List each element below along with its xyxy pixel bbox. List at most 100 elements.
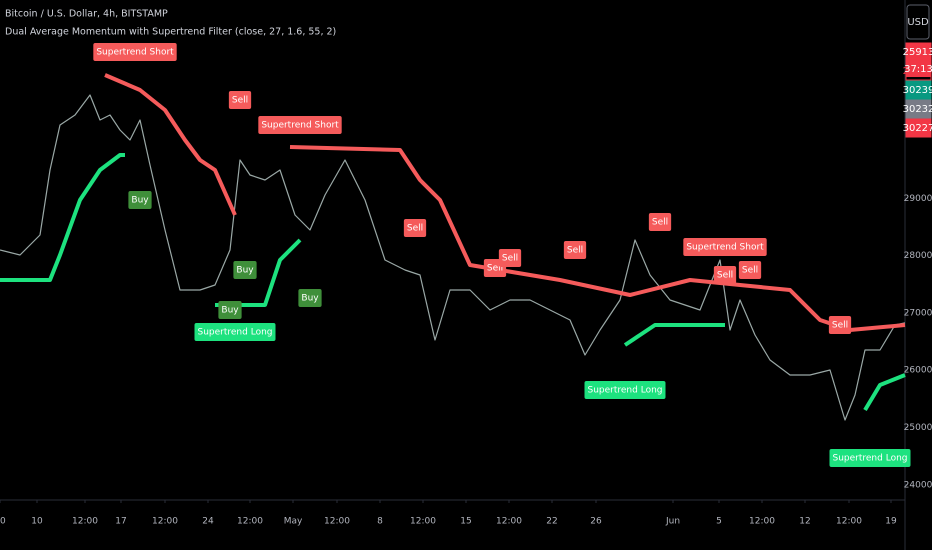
signal-text: Sell	[652, 217, 668, 227]
y-tick-label: 29000	[904, 194, 932, 204]
x-tick-label: 12:00	[324, 517, 350, 527]
signal-text: Buy	[221, 305, 239, 315]
signal-label: Supertrend Long	[584, 380, 666, 399]
signal-text: Supertrend Short	[686, 243, 764, 253]
signal-label: Sell	[228, 90, 252, 109]
chart-title: Bitcoin / U.S. Dollar, 4h, BITSTAMP	[5, 9, 168, 20]
price-label: 25913	[903, 47, 932, 58]
countdown-box	[906, 61, 931, 78]
x-tick-label: 8	[377, 517, 383, 527]
x-tick-label: 22	[546, 517, 557, 527]
signal-label: Supertrend Long	[829, 448, 911, 467]
signal-label: Buy	[233, 260, 257, 279]
signal-label: Buy	[218, 300, 242, 319]
x-tick-label: 00	[0, 517, 6, 527]
x-tick-label: 26	[590, 517, 602, 527]
signal-box	[233, 260, 257, 279]
signal-label: Supertrend Short	[93, 43, 177, 62]
y-tick-label: 28000	[904, 251, 932, 261]
signal-box	[584, 380, 666, 399]
signal-box	[713, 265, 737, 284]
x-tick-label: 12:00	[72, 517, 98, 527]
plot-area: Supertrend Short Sell Supertrend Short Sell…	[0, 43, 911, 467]
x-tick-label: 12:00	[496, 517, 522, 527]
x-tick-label: Jun	[665, 517, 680, 527]
signal-text: Supertrend Short	[96, 48, 174, 58]
x-tick-label: 15	[460, 517, 471, 527]
signal-label: Buy	[128, 190, 152, 209]
y-tick-label: 24000	[904, 480, 932, 490]
signal-box	[828, 316, 852, 335]
signal-label: Sell	[828, 316, 852, 335]
signal-label: Sell	[563, 241, 587, 259]
signal-label: Sell	[713, 265, 737, 284]
indicator-title: Dual Average Momentum with Supertrend Fi…	[5, 27, 336, 38]
signal-text: Supertrend Long	[588, 385, 663, 395]
signal-label: Sell	[738, 260, 762, 279]
series-line	[104, 73, 237, 216]
currency-button[interactable]	[906, 4, 930, 40]
price-label: 30232	[903, 104, 932, 115]
x-tick-label: 12:00	[237, 517, 263, 527]
price-label: 30239	[903, 85, 932, 96]
signal-box	[298, 289, 322, 308]
price-label-box	[905, 118, 932, 138]
x-tick-label: 17	[115, 517, 126, 527]
y-tick-label: 27000	[904, 308, 932, 318]
signal-text: Buy	[236, 265, 254, 275]
signal-text: Sell	[487, 263, 503, 273]
x-tick-label: May	[284, 517, 303, 527]
series-line	[0, 153, 125, 282]
signal-text: Supertrend Long	[198, 327, 273, 337]
series-line	[0, 94, 906, 421]
series-line	[863, 373, 906, 412]
currency-label: USD	[907, 17, 929, 28]
signal-label: Supertrend Short	[258, 116, 342, 135]
signal-box	[258, 116, 342, 135]
signal-label: Buy	[298, 289, 322, 308]
y-tick-label: 25000	[904, 423, 932, 433]
signal-box	[498, 249, 522, 268]
signal-label: Sell	[403, 218, 427, 237]
signal-box	[563, 241, 587, 259]
price-label-box	[905, 80, 932, 100]
signal-box	[93, 43, 177, 62]
signal-label: Sell	[498, 249, 522, 268]
signal-text: Sell	[717, 270, 733, 280]
x-tick-label: 12	[799, 517, 810, 527]
signal-box	[403, 218, 427, 237]
signal-text: Sell	[742, 265, 758, 275]
signal-box	[648, 212, 672, 231]
signal-text: Sell	[832, 321, 848, 331]
signal-box	[194, 322, 276, 341]
signal-box	[738, 260, 762, 279]
signal-text: Sell	[232, 95, 248, 105]
signal-label: Supertrend Short	[683, 238, 767, 257]
x-tick-label: 10	[31, 517, 43, 527]
signal-text: Sell	[407, 223, 423, 233]
signal-box	[683, 238, 767, 257]
signal-box	[228, 90, 252, 109]
price-label: 30227	[903, 123, 932, 134]
signal-box	[128, 190, 152, 209]
signal-text: Sell	[567, 246, 583, 256]
x-tick-label: 12:00	[410, 517, 436, 527]
y-tick-label: 26000	[904, 366, 932, 376]
signal-box	[829, 448, 911, 467]
series-line	[289, 145, 906, 332]
signal-text: Buy	[131, 195, 149, 205]
signal-box	[218, 300, 242, 319]
signal-label: Supertrend Long	[194, 322, 276, 341]
signal-text: Supertrend Long	[833, 453, 908, 463]
series-line	[623, 323, 725, 347]
x-tick-label: 5	[716, 517, 722, 527]
x-tick-label: 12:00	[152, 517, 178, 527]
signal-label: Sell	[648, 212, 672, 231]
price-label-box	[905, 99, 932, 119]
countdown-label: 37:13	[904, 64, 932, 75]
signal-text: Supertrend Short	[261, 121, 339, 131]
x-tick-label: 12:00	[749, 517, 775, 527]
x-tick-label: 24	[202, 517, 214, 527]
